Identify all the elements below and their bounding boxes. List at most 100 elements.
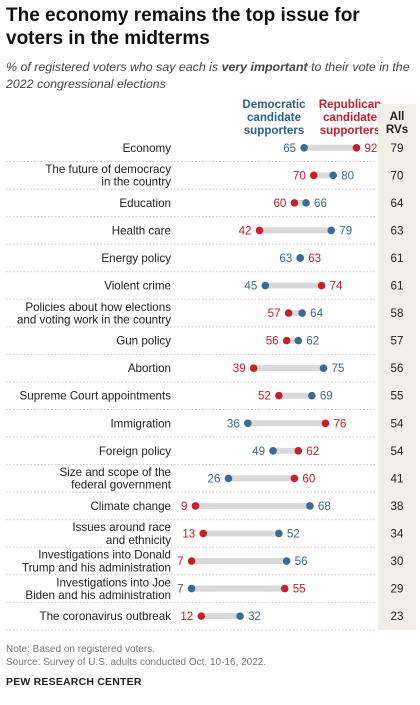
republican-value-label: 70 — [293, 169, 306, 182]
democratic-value-label: 62 — [306, 335, 319, 348]
category-label: Abortion — [128, 362, 171, 375]
all-rvs-value: 54 — [391, 417, 404, 430]
republican-dot — [290, 474, 299, 483]
category-label: Investigations into Donald Trump and his … — [22, 549, 171, 575]
democratic-dot — [236, 612, 244, 620]
republican-dot — [294, 447, 303, 455]
republican-dot — [191, 502, 200, 510]
democratic-dot — [275, 529, 283, 538]
category-label: Supreme Court appointments — [20, 390, 172, 403]
republican-value-label: 57 — [268, 307, 281, 320]
category-label: Policies about how elections and voting w… — [17, 301, 171, 327]
all-rvs-value: 79 — [391, 142, 404, 155]
republican-value-label: 56 — [266, 335, 279, 348]
all-rvs-value: 57 — [391, 335, 404, 348]
republican-value-label: 12 — [180, 610, 193, 623]
all-rvs-value: 55 — [391, 390, 404, 403]
all-rvs-value: 61 — [391, 280, 404, 293]
legend-republican: Republican candidate supporters — [318, 98, 382, 137]
all-rvs-value: 64 — [391, 197, 404, 210]
democratic-dot — [261, 281, 270, 290]
democratic-dot — [269, 447, 277, 455]
subtitle-pre: % of registered voters who say each is — [6, 60, 222, 74]
all-rvs-value: 41 — [391, 472, 404, 485]
subtitle-emphasis: very important — [221, 60, 308, 74]
all-rvs-header: All RVs — [385, 110, 409, 136]
republican-value-label: 39 — [233, 362, 246, 375]
democratic-dot — [298, 309, 306, 317]
democratic-dot — [296, 254, 305, 262]
republican-dot — [282, 336, 291, 345]
republican-dot — [352, 143, 361, 152]
all-rvs-value: 23 — [391, 610, 404, 623]
category-label: Economy — [123, 142, 172, 155]
republican-value-label: 60 — [273, 197, 286, 210]
chart-title: The economy remains the top issue for vo… — [6, 5, 360, 49]
category-label: Health care — [112, 224, 171, 237]
category-label: Investigations into Joe Biden and his adm… — [25, 576, 171, 602]
democratic-value-label: 79 — [339, 224, 352, 237]
republican-value-label: 55 — [293, 583, 306, 596]
all-rvs-value: 30 — [391, 555, 404, 568]
republican-dot — [321, 419, 330, 428]
republican-dot — [280, 584, 289, 593]
note-text: Note: Based on registered voters. — [6, 644, 155, 655]
republican-dot — [199, 529, 208, 538]
republican-dot — [197, 612, 206, 620]
democratic-value-label: 36 — [227, 417, 240, 430]
republican-value-label: 7 — [177, 555, 183, 568]
republican-value-label: 74 — [330, 280, 343, 293]
category-label: Gun policy — [116, 335, 171, 348]
all-rvs-value: 63 — [391, 224, 404, 237]
republican-value-label: 60 — [302, 472, 315, 485]
democratic-dot — [327, 226, 336, 235]
all-rvs-value: 70 — [391, 169, 404, 182]
all-rvs-value: 58 — [391, 307, 404, 320]
legend-democratic: Democratic candidate supporters — [242, 98, 306, 137]
democratic-value-label: 69 — [320, 390, 333, 403]
category-label: Size and scope of the federal government — [59, 466, 171, 492]
democratic-value-label: 68 — [318, 500, 331, 513]
democratic-dot — [319, 364, 328, 372]
republican-value-label: 62 — [306, 445, 319, 458]
category-label: The future of democracy in the country — [45, 163, 171, 189]
democratic-value-label: 56 — [295, 555, 308, 568]
democratic-dot — [300, 143, 308, 152]
democratic-value-label: 32 — [248, 610, 261, 623]
democratic-dot — [187, 584, 196, 593]
democratic-value-label: 65 — [283, 142, 296, 155]
category-label: Foreign policy — [99, 445, 171, 458]
democratic-dot — [282, 557, 291, 565]
republican-dot — [255, 226, 264, 235]
all-rvs-column-background — [378, 104, 416, 630]
all-rvs-value: 38 — [391, 500, 404, 513]
category-label: Climate change — [90, 500, 171, 513]
republican-dot — [317, 281, 326, 290]
all-rvs-value: 34 — [391, 527, 404, 540]
republican-value-label: 92 — [364, 142, 377, 155]
brand-logo-text: PEW RESEARCH CENTER — [6, 676, 142, 688]
republican-dot — [249, 364, 258, 372]
notes: Note: Based on registered voters. Source… — [6, 643, 266, 669]
democratic-dot — [329, 171, 338, 180]
all-rvs-value: 61 — [391, 252, 404, 265]
category-label: Immigration — [110, 417, 171, 430]
republican-value-label: 63 — [308, 252, 321, 265]
democratic-dot — [294, 336, 303, 345]
republican-dot — [310, 171, 318, 180]
category-label: The coronavirus outbreak — [40, 610, 172, 623]
source-text: Source: Survey of U.S. adults conducted … — [6, 657, 267, 668]
democratic-value-label: 26 — [208, 472, 221, 485]
republican-value-label: 52 — [258, 390, 271, 403]
republican-dot — [290, 199, 299, 207]
republican-dot — [284, 309, 293, 317]
category-label: Issues around race and ethnicity — [72, 521, 171, 547]
democratic-dot — [224, 474, 233, 483]
republican-value-label: 13 — [182, 527, 195, 540]
republican-value-label: 76 — [333, 417, 346, 430]
republican-value-label: 9 — [181, 500, 187, 513]
category-label: Education — [119, 197, 171, 210]
democratic-dot — [306, 502, 314, 510]
democratic-value-label: 49 — [252, 445, 265, 458]
republican-dot — [187, 557, 196, 565]
